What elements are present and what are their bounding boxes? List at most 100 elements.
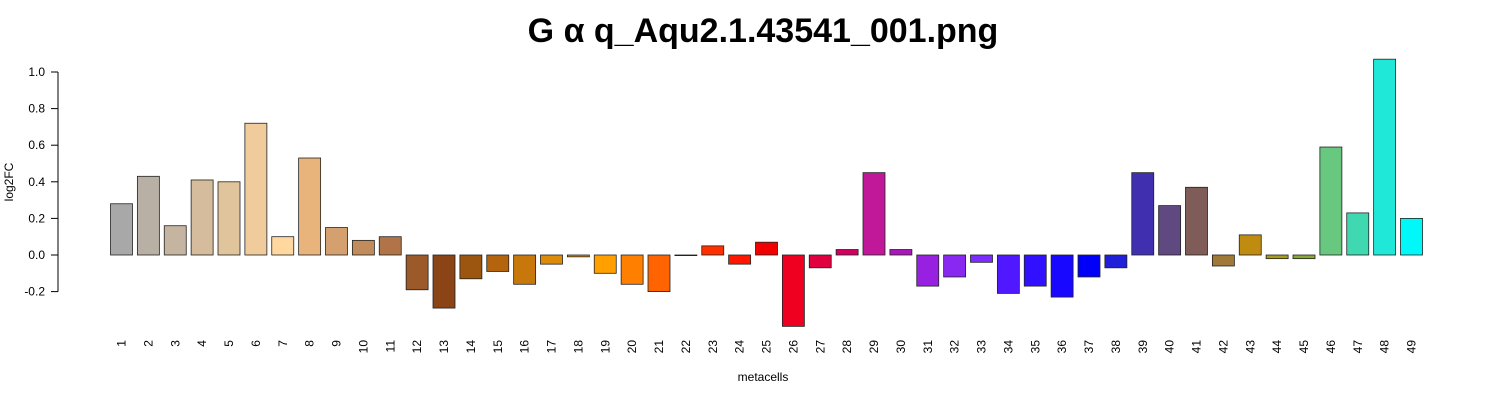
bar-metacell-2 [136, 175, 160, 256]
y-tick-label: 1.0 [28, 65, 45, 79]
bar-metacell-4 [190, 179, 214, 256]
bar-metacell-10 [351, 239, 375, 256]
x-tick-label: 6 [249, 340, 263, 347]
bar-metacell-11 [378, 236, 402, 256]
bar-metacell-25 [755, 241, 778, 256]
x-tick-label: 19 [598, 340, 612, 354]
x-tick-label: 46 [1324, 340, 1338, 354]
x-tick-label: 11 [383, 340, 397, 353]
bar-metacell-40 [1158, 205, 1182, 256]
bar-metacell-9 [325, 227, 348, 256]
x-tick-label: 41 [1190, 340, 1204, 354]
x-tick-label: 10 [356, 340, 370, 354]
x-tick-label: 37 [1082, 340, 1096, 354]
bar-metacell-43 [1238, 234, 1262, 256]
x-tick-label: 20 [625, 340, 639, 354]
bar-metacell-36 [1050, 254, 1074, 298]
bar-metacell-31 [916, 254, 940, 287]
x-tick-label: 27 [813, 340, 827, 354]
x-tick-label: 7 [276, 340, 290, 347]
bar-metacell-19 [593, 254, 617, 274]
x-tick-label: 40 [1163, 340, 1177, 354]
x-tick-label: 33 [975, 340, 989, 354]
bar-metacell-32 [943, 254, 967, 278]
x-axis-label: metacells [738, 370, 789, 384]
x-tick-label: 25 [760, 340, 774, 354]
bar-metacell-8 [298, 157, 322, 256]
bar-metacell-5 [217, 181, 241, 256]
bar-metacell-12 [405, 254, 429, 291]
x-tick-label: 35 [1028, 340, 1042, 354]
x-tick-label: 42 [1216, 340, 1230, 354]
x-tick-label: 21 [652, 340, 666, 354]
x-tick-label: 13 [437, 340, 451, 354]
x-tick-label: 1 [115, 340, 129, 347]
bar-metacell-48 [1373, 58, 1397, 256]
x-tick-label: 4 [195, 340, 209, 347]
bar-metacell-41 [1185, 186, 1208, 256]
bar-metacell-35 [1023, 254, 1047, 287]
bar-metacell-1 [110, 203, 133, 256]
x-tick-label: 17 [545, 340, 559, 354]
bars-group [110, 58, 1423, 327]
bar-metacell-21 [647, 254, 671, 292]
x-tick-label: 12 [410, 340, 424, 354]
bar-metacell-42 [1211, 254, 1235, 267]
x-tick-label: 43 [1243, 340, 1257, 354]
x-tick-label: 29 [867, 340, 881, 354]
bar-metacell-6 [244, 122, 268, 256]
bar-metacell-3 [163, 225, 187, 256]
x-tick-label: 26 [786, 340, 800, 354]
x-tick-label: 28 [840, 340, 854, 354]
bar-metacell-39 [1131, 172, 1155, 256]
bar-metacell-47 [1346, 212, 1370, 256]
y-axis-label: log2FC [2, 162, 16, 201]
x-tick-label: 47 [1351, 340, 1365, 354]
x-tick-label: 3 [168, 340, 182, 347]
bar-metacell-16 [513, 254, 537, 285]
bar-metacell-24 [728, 254, 752, 265]
x-tick-label: 18 [571, 340, 585, 354]
x-tick-label: 38 [1109, 340, 1123, 354]
x-tick-label: 22 [679, 340, 693, 354]
x-tick-label: 2 [141, 340, 155, 347]
bar-metacell-22 [674, 254, 698, 257]
x-tick-label: 15 [491, 340, 505, 354]
x-tick-labels: 1 2 3 4 5 6 7 8 9 10 11 12 13 14 15 16 17 18 19 20 21 22 23 24 2… [115, 340, 1419, 354]
bar-metacell-13 [432, 254, 456, 309]
x-tick-label: 36 [1055, 340, 1069, 354]
bar-metacell-49 [1400, 217, 1423, 256]
x-tick-label: 44 [1270, 340, 1284, 354]
bar-metacell-45 [1292, 254, 1316, 260]
bar-metacell-34 [996, 254, 1020, 294]
bar-metacell-27 [808, 254, 832, 269]
y-tick-label: -0.2 [24, 285, 45, 299]
x-tick-label: 9 [330, 340, 344, 347]
bar-metacell-7 [271, 236, 295, 256]
y-tick-label: 0.6 [28, 138, 45, 152]
x-tick-label: 8 [303, 340, 317, 347]
bar-metacell-23 [701, 245, 725, 256]
x-tick-label: 5 [222, 340, 236, 347]
bar-metacell-18 [566, 254, 590, 258]
bar-metacell-28 [835, 249, 859, 256]
x-tick-label: 30 [894, 340, 908, 354]
bar-metacell-33 [970, 254, 993, 263]
bar-metacell-30 [889, 249, 913, 256]
y-axis: 1.0 0.8 0.6 0.4 0.2 0.0 -0.2 [24, 65, 59, 299]
x-tick-label: 39 [1136, 340, 1150, 354]
x-tick-label: 31 [921, 340, 935, 354]
x-tick-label: 45 [1297, 340, 1311, 354]
y-tick-label: 0.2 [28, 211, 45, 225]
x-tick-label: 49 [1405, 340, 1419, 354]
bar-metacell-38 [1104, 254, 1128, 269]
y-tick-label: 0.4 [28, 175, 45, 189]
bar-metacell-26 [781, 254, 805, 327]
bar-metacell-14 [459, 254, 483, 280]
y-tick-label: 0.8 [28, 102, 45, 116]
bar-metacell-46 [1319, 146, 1343, 256]
bar-metacell-15 [486, 254, 510, 272]
x-tick-label: 16 [518, 340, 532, 354]
bar-metacell-20 [620, 254, 644, 285]
